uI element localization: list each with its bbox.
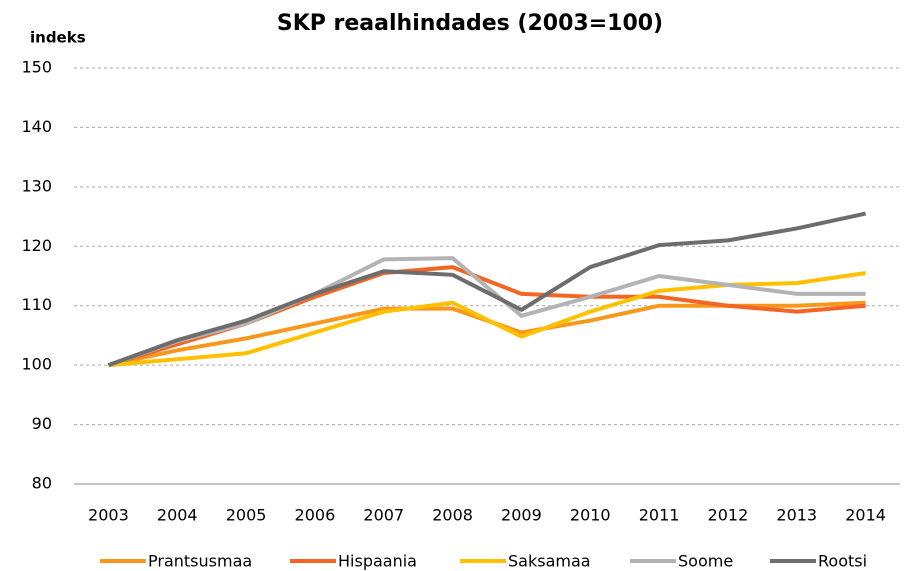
y-tick-label: 130	[21, 176, 52, 195]
legend-label: Rootsi	[818, 552, 867, 571]
x-tick-label: 2003	[88, 506, 129, 525]
y-tick-label: 90	[32, 414, 52, 433]
series-line	[107, 256, 866, 368]
x-tick-label: 2007	[363, 506, 404, 525]
series-line	[107, 265, 866, 368]
x-tick-label: 2004	[157, 506, 198, 525]
series-line	[107, 211, 867, 368]
chart-title: SKP reaalhindades (2003=100)	[277, 11, 663, 36]
legend-label: Hispaania	[338, 552, 417, 571]
x-tick-label: 2013	[776, 506, 817, 525]
y-tick-label: 110	[21, 295, 52, 314]
x-tick-label: 2010	[570, 506, 611, 525]
y-tick-label: 140	[21, 117, 52, 136]
x-tick-label: 2006	[295, 506, 336, 525]
x-tick-label: 2011	[639, 506, 680, 525]
y-tick-label: 80	[32, 474, 52, 493]
y-tick-label: 120	[21, 236, 52, 255]
y-tick-label: 100	[21, 355, 52, 374]
legend-label: Prantsusmaa	[148, 552, 252, 571]
legend-label: Soome	[678, 552, 733, 571]
x-tick-label: 2005	[226, 506, 267, 525]
y-axis-label: indeks	[30, 29, 86, 47]
y-tick-label: 150	[21, 58, 52, 77]
x-tick-label: 2014	[845, 506, 886, 525]
x-tick-label: 2008	[432, 506, 473, 525]
x-tick-label: 2009	[501, 506, 542, 525]
legend-label: Saksamaa	[508, 552, 591, 571]
x-tick-label: 2012	[708, 506, 749, 525]
